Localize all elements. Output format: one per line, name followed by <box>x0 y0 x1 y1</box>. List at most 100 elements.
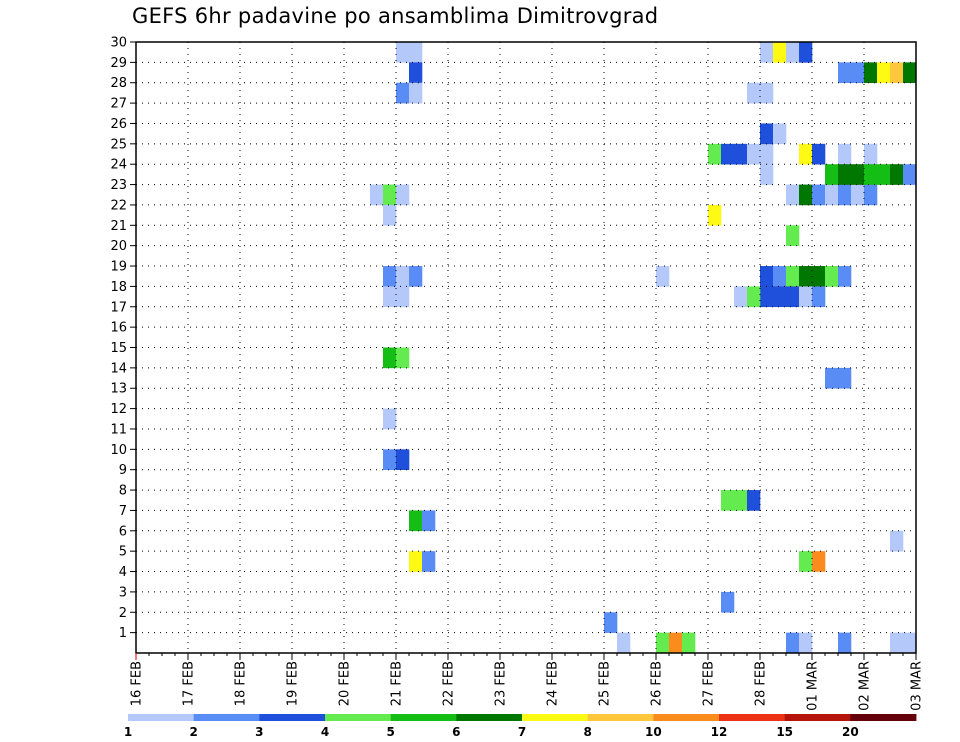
heatmap-cell <box>604 612 618 633</box>
x-tick-label: 25 FEB <box>598 661 613 706</box>
colorbar-label: 2 <box>189 725 197 739</box>
heatmap-cell <box>708 143 722 165</box>
heatmap-cell <box>864 164 878 185</box>
colorbar-swatch <box>587 714 654 721</box>
y-tick-label: 16 <box>110 321 127 336</box>
heatmap-cell <box>409 266 423 287</box>
y-axis: 1234567891011121314151617181920212223242… <box>110 36 136 641</box>
heatmap-cell <box>383 347 397 369</box>
heatmap-cell <box>760 286 774 308</box>
heatmap-cell <box>409 551 423 572</box>
colorbar-label: 6 <box>452 725 460 739</box>
heatmap-cell <box>825 184 839 206</box>
y-tick-label: 13 <box>110 382 127 397</box>
x-tick-label: 20 FEB <box>338 661 353 706</box>
colorbar-swatch <box>390 714 457 721</box>
heatmap-cell <box>617 632 631 654</box>
heatmap-cell <box>656 266 670 287</box>
heatmap-cell <box>838 367 852 389</box>
heatmap-cell <box>825 164 839 185</box>
x-tick-label: 28 FEB <box>754 661 769 706</box>
colorbar-label: 8 <box>583 725 591 739</box>
heatmap-cell <box>409 42 423 63</box>
heatmap-cell <box>864 143 878 165</box>
heatmap-cell <box>786 266 800 287</box>
y-tick-label: 7 <box>119 504 127 519</box>
heatmap-cell <box>812 184 826 206</box>
heatmap-cell <box>903 62 917 84</box>
x-tick-label: 02 MAR <box>858 661 873 711</box>
colorbar-swatch <box>456 714 523 721</box>
heatmap-cell <box>396 42 410 63</box>
colorbar-swatch <box>784 714 851 721</box>
heatmap-cell <box>409 62 423 84</box>
heatmap-cell <box>851 164 865 185</box>
heatmap-cells <box>370 42 917 654</box>
colorbar-swatch <box>850 714 917 721</box>
heatmap-cell <box>773 42 787 63</box>
heatmap-cell <box>396 184 410 206</box>
heatmap-cell <box>838 164 852 185</box>
heatmap-cell <box>864 62 878 84</box>
colorbar-swatch <box>128 714 195 721</box>
heatmap-cell <box>825 367 839 389</box>
colorbar-label: 20 <box>842 725 859 739</box>
heatmap-cell <box>396 82 410 104</box>
y-tick-label: 4 <box>119 565 127 580</box>
heatmap-cell <box>747 286 761 308</box>
heatmap-cell <box>799 632 813 654</box>
y-tick-label: 28 <box>110 76 127 91</box>
x-tick-label: 21 FEB <box>390 661 405 706</box>
x-tick-label: 01 MAR <box>806 661 821 711</box>
heatmap-cell <box>734 490 748 511</box>
colorbar-label: 7 <box>518 725 526 739</box>
colorbar-label: 5 <box>386 725 394 739</box>
y-tick-label: 8 <box>119 484 127 499</box>
heatmap-cell <box>877 164 891 185</box>
heatmap-cell <box>409 510 423 532</box>
heatmap-cell <box>890 632 904 654</box>
heatmap-cell <box>396 347 410 369</box>
heatmap-cell <box>734 143 748 165</box>
heatmap-cell <box>396 266 410 287</box>
heatmap-cell <box>890 530 904 552</box>
colorbar-swatch <box>259 714 326 721</box>
heatmap-cell <box>383 204 397 226</box>
heatmap-cell <box>799 266 813 287</box>
colorbar-swatch <box>719 714 786 721</box>
heatmap-cell <box>708 204 722 226</box>
heatmap-cell <box>838 62 852 84</box>
heatmap-cell <box>890 164 904 185</box>
y-tick-label: 9 <box>119 463 127 478</box>
heatmap-cell <box>760 164 774 185</box>
heatmap-cell <box>734 286 748 308</box>
heatmap-cell <box>799 286 813 308</box>
heatmap-cell <box>773 286 787 308</box>
heatmap-cell <box>669 632 683 654</box>
heatmap-cell <box>864 184 878 206</box>
x-tick-label: 03 MAR <box>910 661 925 711</box>
grid-lines <box>136 42 916 653</box>
heatmap-cell <box>396 286 410 308</box>
heatmap-cell <box>409 82 423 104</box>
heatmap-cell <box>799 143 813 165</box>
heatmap-cell <box>383 184 397 206</box>
heatmap-cell <box>812 266 826 287</box>
colorbar-label: 4 <box>321 725 329 739</box>
heatmap-cell <box>838 632 852 654</box>
y-tick-label: 3 <box>119 585 127 600</box>
heatmap-cell <box>799 42 813 63</box>
colorbar-label: 1 <box>124 725 132 739</box>
y-tick-label: 22 <box>110 198 127 213</box>
y-tick-label: 24 <box>110 158 127 173</box>
heatmap-cell <box>656 632 670 654</box>
colorbar-swatch <box>522 714 589 721</box>
x-axis: 16 FEB 17 FEB 18 FEB 19 FEB 20 FEB 21 FEB 22 F… <box>130 653 925 711</box>
heatmap-cell <box>396 449 410 470</box>
heatmap-cell <box>721 591 735 613</box>
heatmap-cell <box>838 143 852 165</box>
y-tick-label: 14 <box>110 361 127 376</box>
y-tick-label: 19 <box>110 260 127 275</box>
heatmap-cell <box>812 551 826 572</box>
